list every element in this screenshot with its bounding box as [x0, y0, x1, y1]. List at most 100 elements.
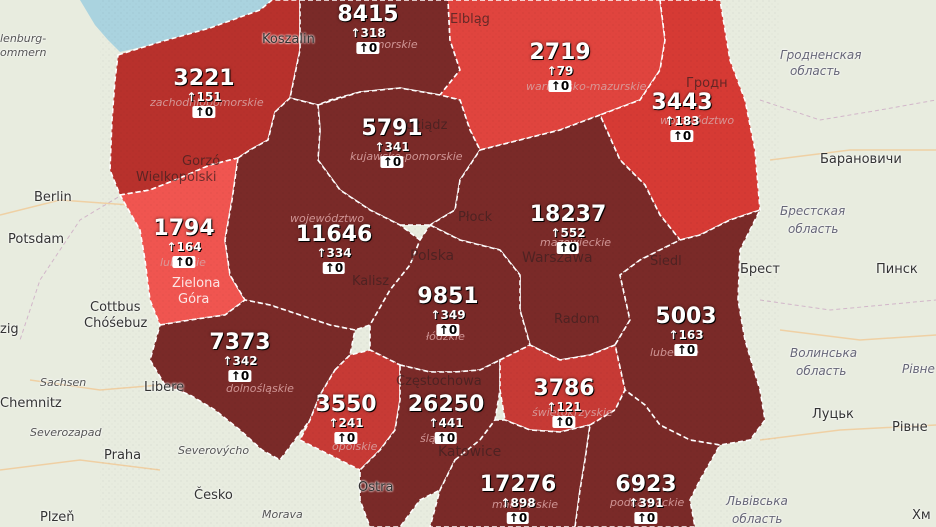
case-label-zachodniopomorskie[interactable]: 3221 ↑151 ↑0 — [173, 66, 235, 119]
place-brest-obl-1: Брестская — [780, 204, 846, 218]
death-count: ↑441 — [408, 417, 485, 429]
up-arrow-icon: ↑ — [550, 79, 561, 93]
recovered-value: 0 — [686, 343, 696, 357]
recovered-count: ↑0 — [172, 255, 196, 269]
place-pinsk: Пинск — [876, 262, 918, 277]
place-plock: Płock — [458, 210, 493, 225]
place-liberec: Libere — [144, 380, 185, 395]
case-label-pomorskie[interactable]: 8415 ↑318 ↑0 — [337, 4, 399, 55]
place-praha: Praha — [104, 448, 142, 463]
case-label-podlaskie[interactable]: 3443 ↑183 ↑0 — [651, 92, 713, 143]
death-value: 391 — [638, 496, 664, 510]
place-polska: Polska — [410, 248, 455, 264]
up-arrow-icon: ↑ — [672, 129, 683, 143]
recovered-count: ↑0 — [436, 323, 460, 337]
recovered-count: ↑0 — [548, 79, 572, 93]
recovered-count: ↑0 — [380, 155, 404, 169]
place-elblag: Elbląg — [450, 12, 490, 27]
place-berlin: Berlin — [34, 190, 72, 205]
case-count: 26250 — [407, 392, 485, 417]
case-label-slaskie[interactable]: 26250 ↑441 ↑0 — [407, 392, 485, 445]
death-count: ↑163 — [655, 329, 716, 341]
death-count: ↑164 — [153, 241, 214, 253]
up-arrow-icon: ↑ — [324, 261, 335, 275]
place-chemnitz: Chemnitz — [0, 396, 62, 411]
region-name-malopolskie: małopolskie — [492, 498, 559, 511]
recovered-value: 0 — [568, 241, 578, 255]
case-label-malopolskie[interactable]: 17276 ↑898 ↑0 — [480, 474, 556, 525]
case-count: 11646 — [295, 222, 373, 247]
death-count: ↑334 — [296, 247, 373, 259]
case-label-podkarpackie[interactable]: 6923 ↑391 ↑0 — [615, 472, 677, 525]
recovered-value: 0 — [346, 431, 356, 445]
up-arrow-icon: ↑ — [558, 241, 569, 255]
death-value: 342 — [232, 354, 258, 368]
up-arrow-icon: ↑ — [430, 308, 441, 322]
death-count: ↑391 — [615, 497, 676, 509]
death-count: ↑349 — [417, 309, 478, 321]
place-mecklenburg-2: ommern — [0, 46, 47, 59]
place-khm: Хм — [912, 508, 931, 523]
case-count: 6923 — [615, 472, 677, 497]
death-value: 241 — [338, 416, 364, 430]
death-count: ↑241 — [315, 417, 376, 429]
place-sachsen: Sachsen — [40, 376, 87, 389]
death-count: ↑121 — [533, 401, 594, 413]
recovered-count: ↑0 — [334, 431, 358, 445]
death-value: 318 — [360, 26, 386, 40]
up-arrow-icon: ↑ — [382, 155, 393, 169]
death-value: 151 — [196, 90, 222, 104]
case-label-kujawsko-pomorskie[interactable]: 5791 ↑341 ↑0 — [361, 118, 423, 169]
case-label-opolskie[interactable]: 3550 ↑241 ↑0 — [315, 392, 377, 445]
up-arrow-icon: ↑ — [328, 416, 339, 430]
up-arrow-icon: ↑ — [436, 431, 447, 445]
place-volyn-1: Волинська — [790, 346, 858, 360]
recovered-value: 0 — [448, 323, 458, 337]
recovered-count: ↑0 — [228, 370, 252, 382]
death-count: ↑79 — [529, 65, 590, 77]
place-koszalin: Koszalin — [262, 32, 315, 47]
recovered-value: 0 — [204, 105, 214, 119]
case-label-lubelskie[interactable]: 5003 ↑163 ↑0 — [655, 304, 717, 357]
recovered-count: ↑0 — [634, 512, 658, 524]
death-value: 898 — [510, 496, 536, 510]
up-arrow-icon: ↑ — [546, 400, 557, 414]
up-arrow-icon: ↑ — [668, 328, 679, 342]
death-value: 334 — [326, 246, 352, 260]
case-count: 3221 — [173, 66, 235, 91]
up-arrow-icon: ↑ — [546, 64, 557, 78]
recovered-count: ↑0 — [674, 343, 698, 357]
up-arrow-icon: ↑ — [316, 246, 327, 260]
place-cottbus-1: Cottbus — [90, 300, 141, 315]
recovered-count: ↑0 — [434, 431, 458, 445]
region-name-zachodniopomorskie: zachodniopomorskie — [150, 96, 264, 109]
case-count: 5003 — [655, 304, 717, 329]
recovered-value: 0 — [518, 511, 528, 525]
death-value: 341 — [384, 140, 410, 154]
case-label-mazowieckie[interactable]: 18237 ↑552 ↑0 — [530, 204, 606, 255]
recovered-value: 0 — [368, 41, 378, 55]
place-katowice: Katowice — [438, 444, 502, 460]
place-plzen: Plzeň — [40, 510, 75, 525]
place-wielkopolski: Wielkopolski — [136, 170, 217, 185]
recovered-value: 0 — [334, 261, 344, 275]
case-label-warminsko-mazurskie[interactable]: 2719 ↑79 ↑0 — [529, 42, 591, 93]
recovered-count: ↑0 — [556, 241, 580, 255]
place-cottbus-2: Chóśebuz — [84, 316, 148, 331]
case-label-lubuskie[interactable]: 1794 ↑164 ↑0 — [153, 218, 215, 269]
death-count: ↑341 — [361, 141, 422, 153]
region-name-kujawsko: kujawsko-pomorskie — [350, 150, 463, 163]
case-label-lodzkie[interactable]: 9851 ↑349 ↑0 — [417, 286, 479, 337]
up-arrow-icon: ↑ — [166, 240, 177, 254]
recovered-count: ↑0 — [552, 416, 576, 428]
place-severozapad: Severozapad — [30, 426, 102, 439]
case-count: 3550 — [315, 392, 377, 417]
case-label-wielkopolskie[interactable]: 11646 ↑334 ↑0 — [295, 222, 373, 275]
recovered-count: ↑0 — [670, 129, 694, 143]
recovered-value: 0 — [184, 255, 194, 269]
place-potsdam: Potsdam — [8, 232, 65, 247]
up-arrow-icon: ↑ — [222, 354, 233, 368]
case-label-dolnoslaskie[interactable]: 7373 ↑342 ↑0 — [209, 332, 271, 383]
case-label-swietokrzyskie[interactable]: 3786 ↑121 ↑0 — [533, 378, 595, 429]
